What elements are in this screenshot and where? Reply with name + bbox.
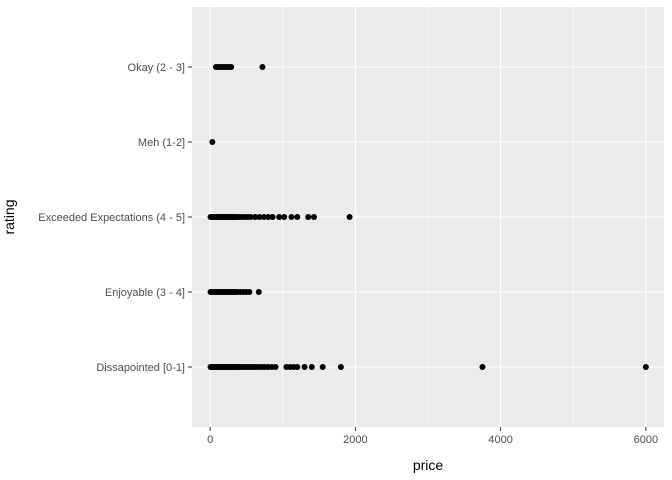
y-axis-title: rating: [1, 199, 17, 234]
data-point: [337, 364, 344, 370]
data-point: [259, 64, 266, 70]
y-tick-label: Meh (1-2]: [138, 137, 185, 149]
data-point: [272, 364, 279, 370]
y-tick-label: Enjoyable (3 - 4]: [105, 287, 185, 299]
data-point: [310, 214, 317, 220]
data-point: [247, 214, 254, 220]
data-point: [265, 214, 272, 220]
x-tick-label: 0: [207, 434, 213, 446]
data-point: [308, 364, 315, 370]
data-point: [642, 364, 649, 370]
data-point: [346, 214, 353, 220]
y-tick-label: Okay (2 - 3]: [128, 62, 185, 74]
x-tick-label: 4000: [488, 434, 512, 446]
data-point: [246, 289, 253, 295]
y-axis-ticks: Dissapointed [0-1] Enjoyable (3 - 4] Excee…: [38, 62, 192, 374]
y-tick-label: Exceeded Expectations (4 - 5]: [38, 212, 185, 224]
data-point: [269, 214, 276, 220]
data-point: [209, 139, 216, 145]
data-point: [294, 364, 301, 370]
data-point: [294, 214, 301, 220]
data-point: [305, 214, 312, 220]
x-tick-label: 2000: [343, 434, 367, 446]
data-point: [260, 214, 267, 220]
x-axis-ticks: 0 2000 4000 6000: [207, 427, 658, 446]
x-tick-label: 6000: [634, 434, 658, 446]
data-point: [228, 64, 235, 70]
x-axis-title: price: [413, 457, 444, 473]
data-point: [479, 364, 486, 370]
data-point: [301, 364, 308, 370]
data-point: [256, 214, 263, 220]
data-point: [252, 214, 259, 220]
data-point: [288, 214, 295, 220]
y-tick-label: Dissapointed [0-1]: [96, 362, 185, 374]
data-points: [207, 64, 649, 370]
data-point: [276, 214, 283, 220]
data-point: [319, 364, 326, 370]
data-point: [281, 214, 288, 220]
data-point: [255, 289, 262, 295]
